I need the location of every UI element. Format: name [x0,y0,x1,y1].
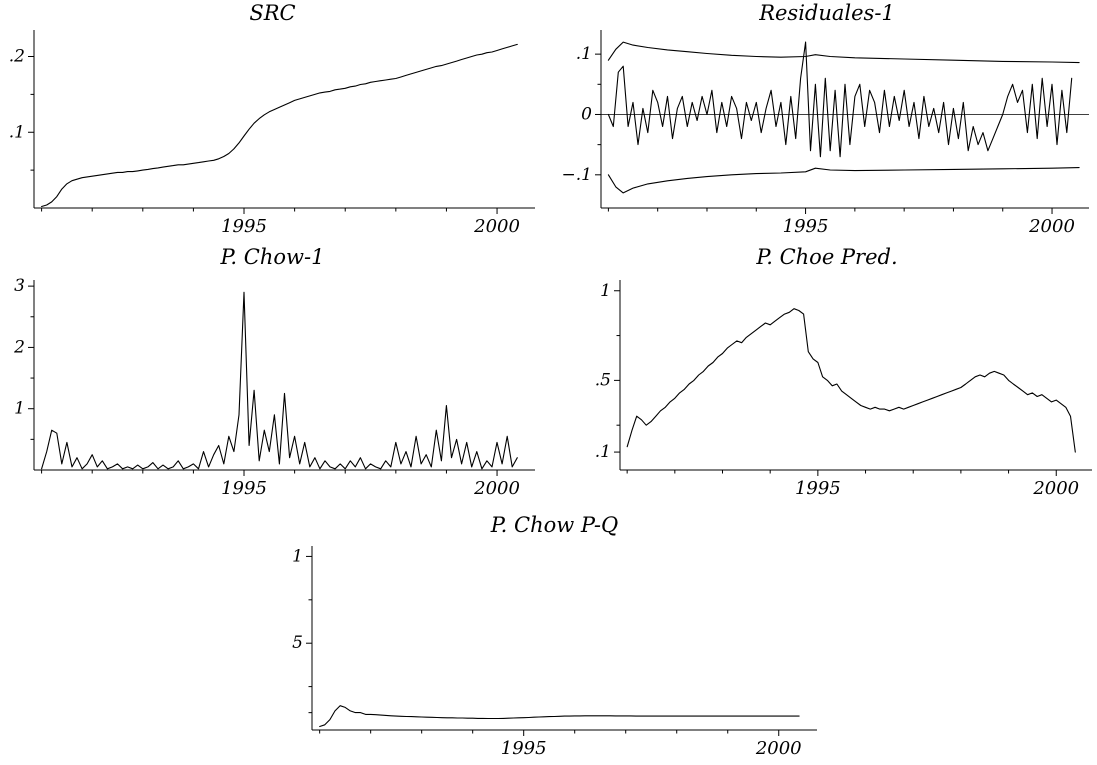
svg-text:.1: .1 [576,44,592,64]
chart-p-chow-1: P. Chow-1 3 2 1 1995 2000 [0,244,545,500]
svg-text:0: 0 [581,104,592,124]
svg-text:2000: 2000 [473,216,520,236]
svg-text:1: 1 [600,281,611,301]
svg-text:5: 5 [292,633,303,653]
chow-pq-statistic [319,705,800,728]
src-plot: .2 .1 1995 2000 [9,30,535,236]
chart-p-chow-pq: P. Chow P-Q 1 5 1995 2000 [282,512,827,760]
src-cumulative [41,43,518,208]
chart-title: P. Chow-1 [220,245,325,269]
p-chow-1-plot: 3 2 1 1995 2000 [13,276,535,499]
svg-text:2000: 2000 [1032,478,1079,499]
svg-text:1: 1 [292,546,303,566]
svg-text:.1: .1 [9,122,25,142]
svg-text:3: 3 [14,276,25,296]
svg-text:1: 1 [14,399,25,419]
svg-text:.2: .2 [9,47,25,67]
chart-title: P. Choe Pred. [756,245,898,269]
svg-text:2000: 2000 [1028,216,1075,236]
recursive-residuals [607,41,1073,158]
chart-title: Residuales-1 [759,1,895,25]
chart-title: P. Chow P-Q [490,513,619,537]
svg-text:1995: 1995 [501,738,547,759]
svg-text:2: 2 [13,337,25,357]
chart-residuales-1: Residuales-1 .1 0 −.1 1995 2000 [557,0,1097,236]
svg-text:1995: 1995 [783,216,829,236]
svg-text:1995: 1995 [221,216,267,236]
chart-title: SRC [249,1,296,25]
svg-text:2000: 2000 [473,478,520,499]
svg-text:.5: .5 [595,370,611,390]
choe-prediction [626,308,1076,453]
residuales-1-plot: .1 0 −.1 1995 2000 [562,30,1089,236]
p-choe-pred-plot: 1 .5 .1 1995 2000 [595,280,1092,499]
svg-text:.1: .1 [595,442,611,462]
upper-band [607,41,1080,64]
chow-1-statistic [41,291,518,470]
svg-text:−.1: −.1 [562,165,592,185]
svg-text:1995: 1995 [221,478,267,499]
p-chow-pq-plot: 1 5 1995 2000 [292,546,817,759]
lower-band [607,167,1080,194]
chart-p-choe-pred: P. Choe Pred. 1 .5 .1 1995 2000 [557,244,1097,500]
svg-text:1995: 1995 [795,478,841,499]
chart-src: SRC .2 .1 1995 2000 [0,0,545,236]
svg-text:2000: 2000 [755,738,802,759]
